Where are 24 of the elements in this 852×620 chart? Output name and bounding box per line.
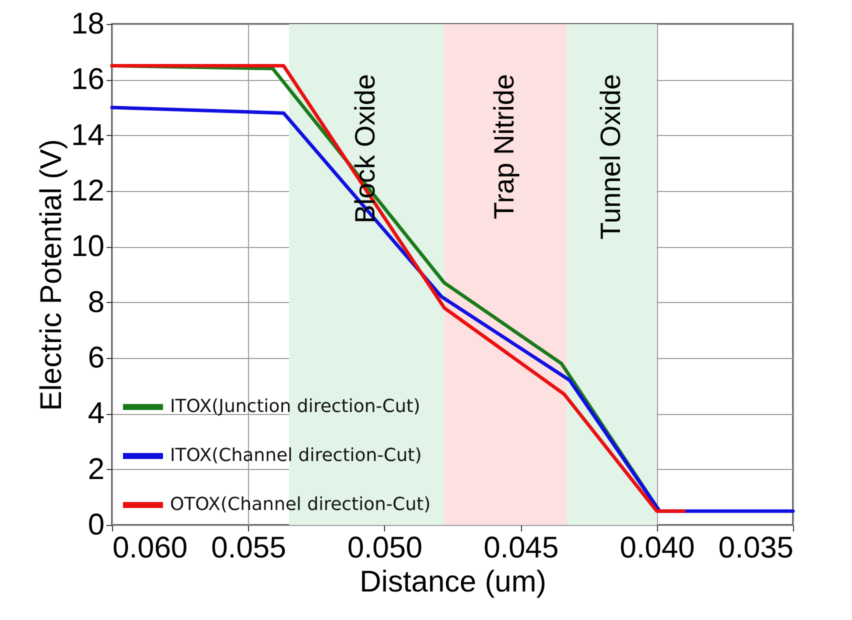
x-tick-label: 0.055 bbox=[211, 532, 286, 564]
y-tick-label: 4 bbox=[88, 397, 104, 430]
legend-label: OTOX(Channel direction-Cut) bbox=[170, 494, 431, 515]
y-tick-label: 6 bbox=[88, 342, 104, 374]
y-tick-label: 14 bbox=[71, 118, 104, 152]
y-tick-label: 18 bbox=[71, 8, 104, 40]
y-tick-label: 2 bbox=[88, 452, 104, 486]
band-label: Trap Nitride bbox=[488, 74, 520, 220]
y-tick-label: 0 bbox=[88, 508, 104, 542]
x-tick-label: 0.045 bbox=[484, 532, 559, 564]
y-tick-label: 8 bbox=[88, 286, 104, 319]
x-tick-label: 0.040 bbox=[620, 532, 695, 564]
legend-label: ITOX(Junction direction-Cut) bbox=[170, 396, 420, 417]
y-tick-label: 12 bbox=[71, 174, 104, 208]
x-tick-label: 0.060 bbox=[112, 532, 188, 564]
x-axis-title: Distance (um) bbox=[360, 566, 546, 598]
y-axis-title: Electric Potential (V) bbox=[35, 139, 68, 411]
x-tick-label: 0.035 bbox=[718, 532, 794, 564]
band-label: Block Oxide bbox=[350, 74, 381, 224]
x-tick-label: 0.050 bbox=[347, 532, 422, 564]
band-label: Tunnel Oxide bbox=[594, 74, 626, 240]
y-tick-label: 16 bbox=[71, 63, 104, 96]
legend-label: ITOX(Channel direction-Cut) bbox=[170, 445, 422, 466]
y-tick-label: 10 bbox=[71, 230, 104, 264]
